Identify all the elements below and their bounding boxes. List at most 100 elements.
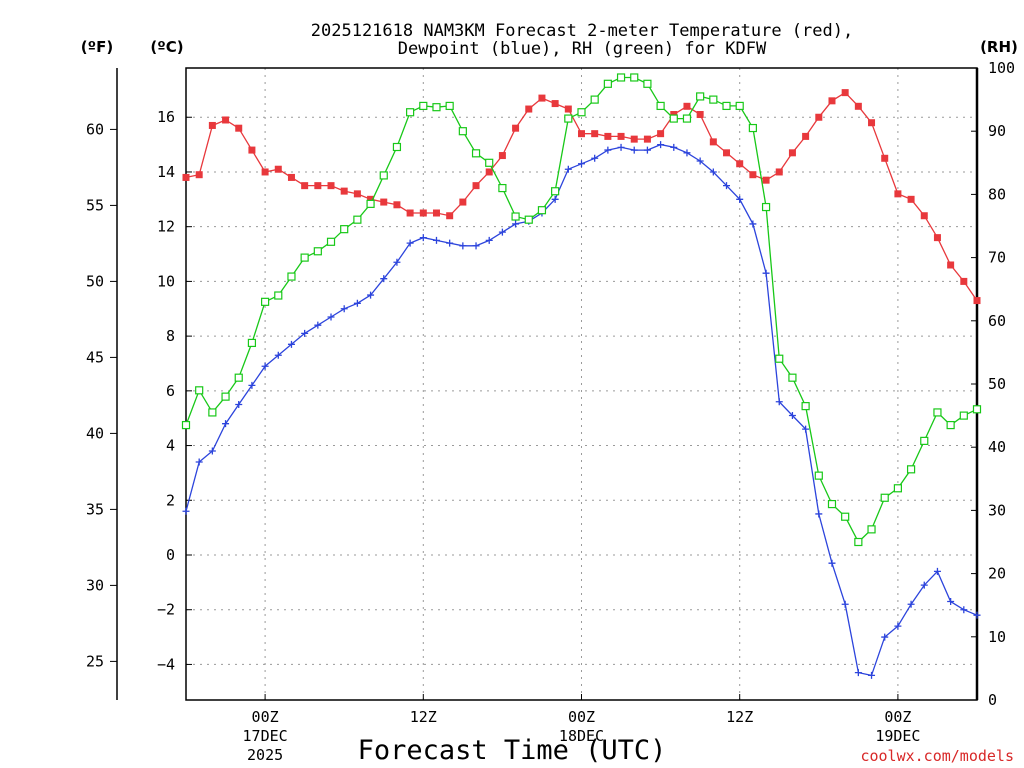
data-point xyxy=(274,351,282,359)
x-tick-date-label: 19DEC xyxy=(875,727,920,745)
data-point xyxy=(656,101,665,111)
data-point xyxy=(894,622,902,630)
data-point xyxy=(458,127,467,136)
x-tick-label: 12Z xyxy=(726,708,753,726)
data-point xyxy=(643,135,651,143)
data-point xyxy=(933,408,942,417)
celsius-tick-label: 4 xyxy=(166,437,175,455)
data-point xyxy=(933,234,941,242)
data-point xyxy=(723,182,731,190)
data-point xyxy=(353,299,361,307)
data-point xyxy=(841,89,849,97)
data-point xyxy=(630,73,639,82)
data-point xyxy=(498,152,506,160)
data-point xyxy=(801,402,810,411)
data-point xyxy=(564,165,572,173)
data-point xyxy=(630,146,638,154)
data-point xyxy=(867,525,876,534)
data-point xyxy=(761,202,771,212)
data-point xyxy=(340,187,348,195)
data-point xyxy=(947,261,955,269)
data-point xyxy=(300,253,309,262)
celsius-tick-label: 10 xyxy=(157,272,175,290)
rh-tick-label: 70 xyxy=(988,249,1006,267)
data-point xyxy=(551,195,559,203)
fahrenheit-tick-label: 55 xyxy=(86,196,104,214)
data-point xyxy=(234,373,243,382)
data-point xyxy=(578,130,585,138)
data-point xyxy=(960,277,968,285)
data-point xyxy=(406,239,414,247)
data-point xyxy=(735,101,744,111)
data-point xyxy=(736,160,744,168)
data-point xyxy=(881,633,889,641)
celsius-tick-label: 0 xyxy=(166,546,175,564)
data-point xyxy=(841,512,850,521)
data-point xyxy=(841,600,849,608)
fahrenheit-tick-label: 40 xyxy=(86,424,104,442)
celsius-tick-label: 12 xyxy=(157,218,175,236)
data-point xyxy=(696,92,705,101)
data-point xyxy=(657,141,665,149)
data-point xyxy=(248,381,256,389)
data-point xyxy=(959,411,968,420)
data-point xyxy=(222,420,230,428)
x-tick-label: 12Z xyxy=(410,708,437,726)
data-point xyxy=(524,215,533,224)
data-point xyxy=(274,291,283,300)
rh-tick-label: 100 xyxy=(988,59,1015,77)
data-point xyxy=(314,321,322,329)
x-tick-label: 00Z xyxy=(252,708,279,726)
data-point xyxy=(775,398,783,406)
rh-tick-label: 40 xyxy=(988,438,1006,456)
data-point xyxy=(340,225,349,234)
data-point xyxy=(749,171,757,179)
data-point xyxy=(222,116,230,124)
data-point xyxy=(327,313,335,321)
series-line xyxy=(185,91,978,301)
data-point xyxy=(301,329,309,337)
fahrenheit-tick-label: 45 xyxy=(86,348,104,366)
celsius-tick-label: −4 xyxy=(157,655,175,673)
data-point xyxy=(920,581,928,589)
data-point xyxy=(432,103,441,112)
data-point xyxy=(827,499,837,509)
data-point xyxy=(802,132,810,140)
series-line xyxy=(185,76,978,544)
data-point xyxy=(947,598,955,606)
fahrenheit-tick-label: 30 xyxy=(86,576,104,594)
series-line xyxy=(185,143,978,677)
data-point xyxy=(314,182,322,190)
data-point xyxy=(802,425,810,433)
rh-tick-label: 50 xyxy=(988,375,1006,393)
data-point xyxy=(564,114,573,123)
data-point xyxy=(274,165,282,173)
data-point xyxy=(617,143,625,151)
data-point xyxy=(604,146,612,154)
data-point xyxy=(616,73,626,82)
data-point xyxy=(880,493,889,502)
celsius-tick-label: 2 xyxy=(166,491,175,509)
data-point xyxy=(353,190,361,198)
celsius-unit-label: (ºC) xyxy=(150,38,183,56)
data-point xyxy=(379,171,388,180)
data-point xyxy=(775,168,783,176)
data-point xyxy=(815,510,823,518)
data-point xyxy=(446,239,454,247)
chart-title-line-1: 2025121618 NAM3KM Forecast 2-meter Tempe… xyxy=(311,21,853,41)
data-point xyxy=(380,198,388,206)
data-point xyxy=(894,190,902,198)
data-point xyxy=(261,362,269,370)
x-axis-title: Forecast Time (UTC) xyxy=(358,735,667,766)
data-point xyxy=(235,401,243,409)
data-point xyxy=(392,142,402,152)
rh-tick-label: 60 xyxy=(988,312,1006,330)
celsius-tick-label: 8 xyxy=(166,327,175,345)
data-point xyxy=(881,154,889,162)
data-point xyxy=(907,195,915,203)
data-point xyxy=(973,611,981,619)
rh-tick-label: 90 xyxy=(988,122,1006,140)
data-point xyxy=(446,212,454,220)
data-point xyxy=(683,149,691,157)
